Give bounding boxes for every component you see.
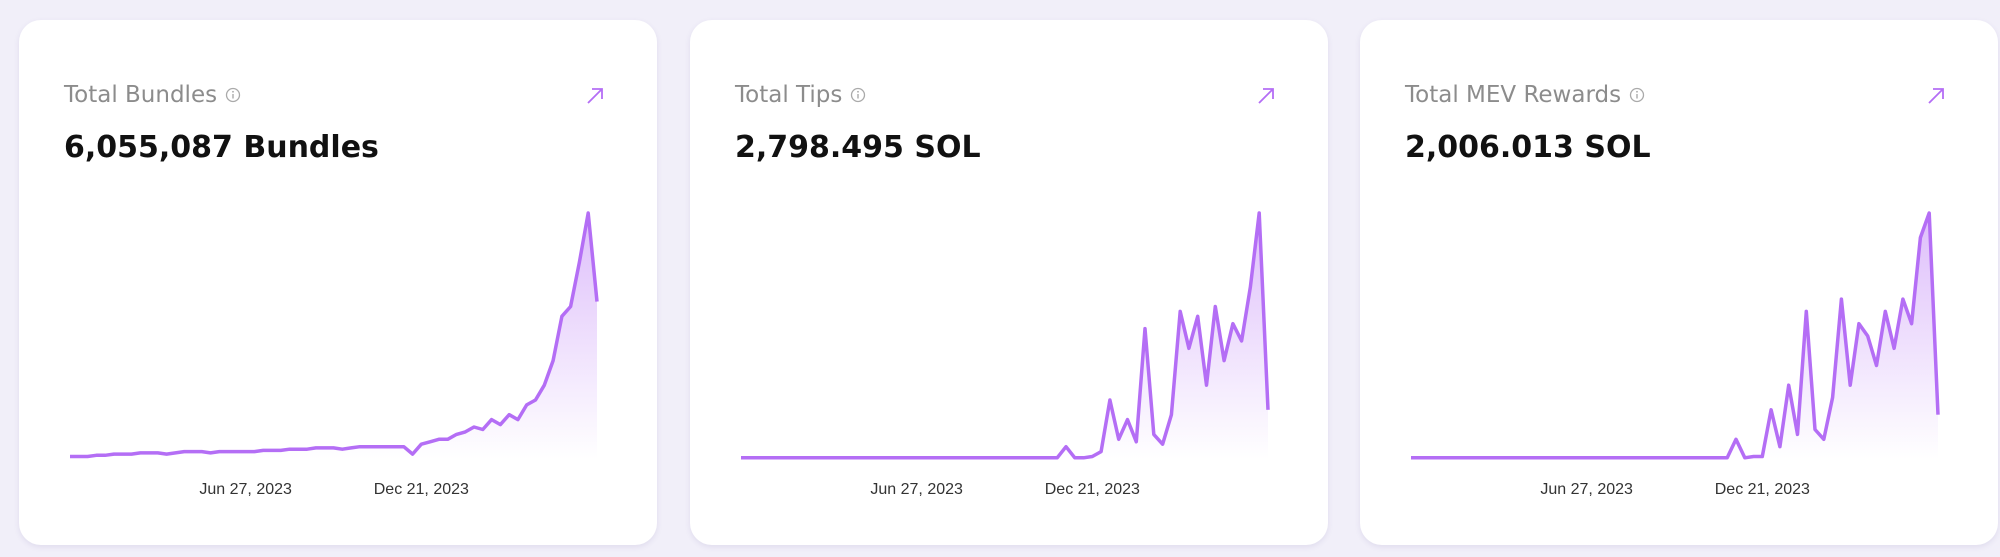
info-circle: [225, 87, 241, 103]
expand-link[interactable]: [1256, 86, 1276, 106]
arrow-icon: [1928, 88, 1944, 104]
info-icon: [1629, 87, 1645, 103]
area-fill: [741, 213, 1268, 459]
title-text: Total MEV Rewards: [1405, 82, 1622, 108]
x-tick-label: Jun 27, 2023: [1540, 481, 1633, 498]
area-fill: [1411, 213, 1938, 459]
line: [1411, 211, 1940, 460]
x-tick-label: Dec 21, 2023: [374, 481, 469, 498]
title-text: Total Tips: [735, 82, 843, 108]
card-title: Total Bundles: [64, 82, 241, 108]
stat-card: Total Tips 2,798.495 SOL Jun 27, 2023 Dec 2…: [690, 20, 1328, 545]
x-tick-label: Jun 27, 2023: [199, 481, 292, 498]
x-tick-label: Dec 21, 2023: [1045, 481, 1140, 498]
arrow-icon: [587, 88, 603, 104]
line: [741, 211, 1270, 460]
stat-card: Total Bundles 6,055,087 Bundles Jun 27, 20…: [19, 20, 657, 545]
sparkline-chart: Jun 27, 2023 Dec 21, 2023: [70, 211, 599, 498]
card-value: 2,006.013 SOL: [1405, 130, 1651, 165]
sparkline-chart: Jun 27, 2023 Dec 21, 2023: [741, 211, 1270, 498]
x-tick-label: Dec 21, 2023: [1715, 481, 1810, 498]
expand-link[interactable]: [1926, 86, 1946, 106]
expand-link[interactable]: [585, 86, 605, 106]
info-dot: [232, 90, 234, 93]
card-value: 6,055,087 Bundles: [64, 130, 379, 165]
arrow-icon: [1258, 88, 1274, 104]
info-dot: [857, 90, 860, 93]
stat-card: Total MEV Rewards 2,006.013 SOL Jun 27, 20…: [1360, 20, 1998, 545]
info-icon: [851, 87, 866, 103]
card-value: 2,798.495 SOL: [735, 130, 981, 165]
title-text: Total Bundles: [64, 82, 218, 108]
card-title: Total MEV Rewards: [1405, 82, 1645, 108]
info-icon: [225, 87, 241, 103]
line: [70, 211, 599, 459]
card-title: Total Tips: [735, 82, 866, 108]
x-tick-label: Jun 27, 2023: [870, 481, 963, 498]
info-circle: [851, 87, 866, 103]
info-dot: [1636, 90, 1638, 93]
info-circle: [1629, 87, 1645, 103]
sparkline-chart: Jun 27, 2023 Dec 21, 2023: [1411, 211, 1940, 498]
area-fill: [70, 213, 597, 459]
